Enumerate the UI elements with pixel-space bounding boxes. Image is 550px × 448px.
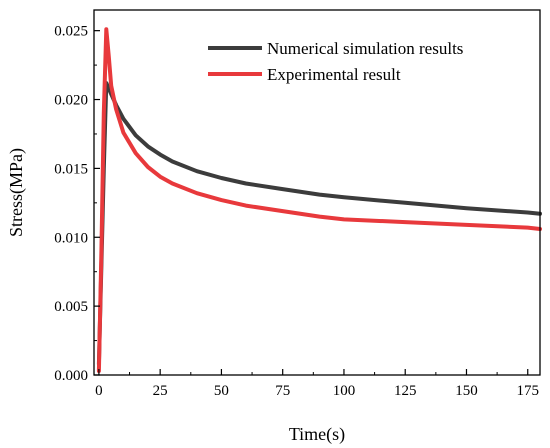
y-tick-label: 0.005 <box>54 299 88 315</box>
x-tick-label: 0 <box>95 383 103 399</box>
x-tick-label: 75 <box>275 383 290 399</box>
y-tick-label: 0.020 <box>54 93 88 109</box>
series-line-1 <box>96 81 542 366</box>
x-tick-label: 125 <box>394 383 417 399</box>
x-tick-label: 50 <box>214 383 229 399</box>
legend-label-2: Experimental result <box>267 65 401 84</box>
x-axis-title: Time(s) <box>289 424 345 445</box>
x-tick-label: 25 <box>153 383 168 399</box>
plot-frame <box>93 9 541 376</box>
y-tick-label: 0.025 <box>54 24 88 40</box>
y-axis-title: Stress(MPa) <box>6 148 27 237</box>
x-tick-label: 150 <box>455 383 478 399</box>
y-tick-label: 0.015 <box>54 161 88 177</box>
series-layer <box>96 27 542 373</box>
legend: Numerical simulation results Experimental… <box>208 39 463 84</box>
x-tick-label: 100 <box>333 383 356 399</box>
y-tick-label: 0.000 <box>54 368 88 384</box>
x-tick-label: 175 <box>516 383 539 399</box>
ticks-layer: 0 25 50 75 100 125 150 175 0.000 0.005 0.010 0.015 0… <box>54 24 539 399</box>
legend-label-1: Numerical simulation results <box>267 39 463 58</box>
y-tick-label: 0.010 <box>54 230 88 246</box>
series-line-2 <box>96 27 542 373</box>
